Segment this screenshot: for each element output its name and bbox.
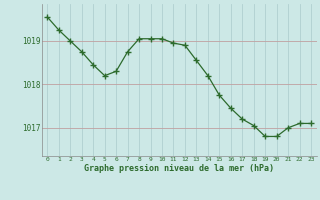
X-axis label: Graphe pression niveau de la mer (hPa): Graphe pression niveau de la mer (hPa)	[84, 164, 274, 173]
